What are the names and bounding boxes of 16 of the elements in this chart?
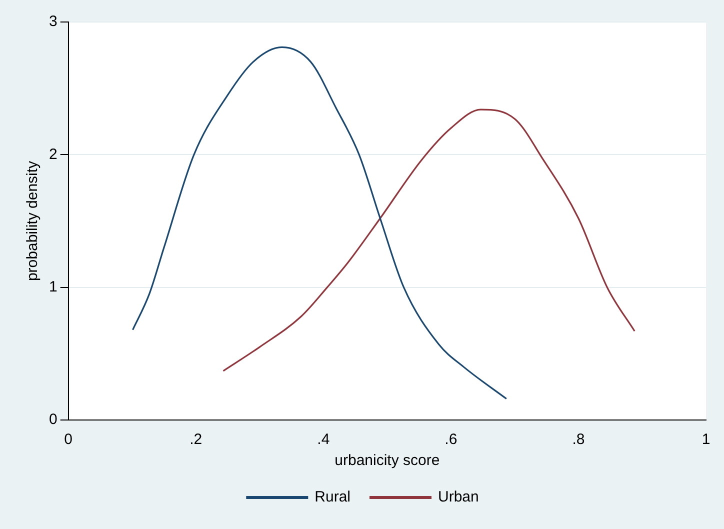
x-axis-title: urbanicity score (334, 452, 440, 470)
x-tick-label: .6 (444, 431, 458, 448)
x-tick-label: .2 (190, 431, 202, 448)
x-tick-label: .8 (572, 431, 585, 448)
legend-label: Urban (438, 488, 479, 506)
x-tick-label: 1 (702, 431, 710, 448)
x-tick-label: 0 (64, 431, 73, 448)
y-tick-label: 3 (49, 13, 58, 30)
legend-label: Rural (314, 488, 351, 506)
x-tick-label: .4 (317, 431, 330, 448)
y-axis-title: probability density (24, 160, 42, 282)
y-tick-label: 0 (49, 411, 58, 428)
y-tick-label: 1 (49, 278, 58, 296)
line-series (222, 108, 636, 372)
line-series (132, 46, 508, 400)
y-tick-label: 2 (49, 146, 58, 163)
